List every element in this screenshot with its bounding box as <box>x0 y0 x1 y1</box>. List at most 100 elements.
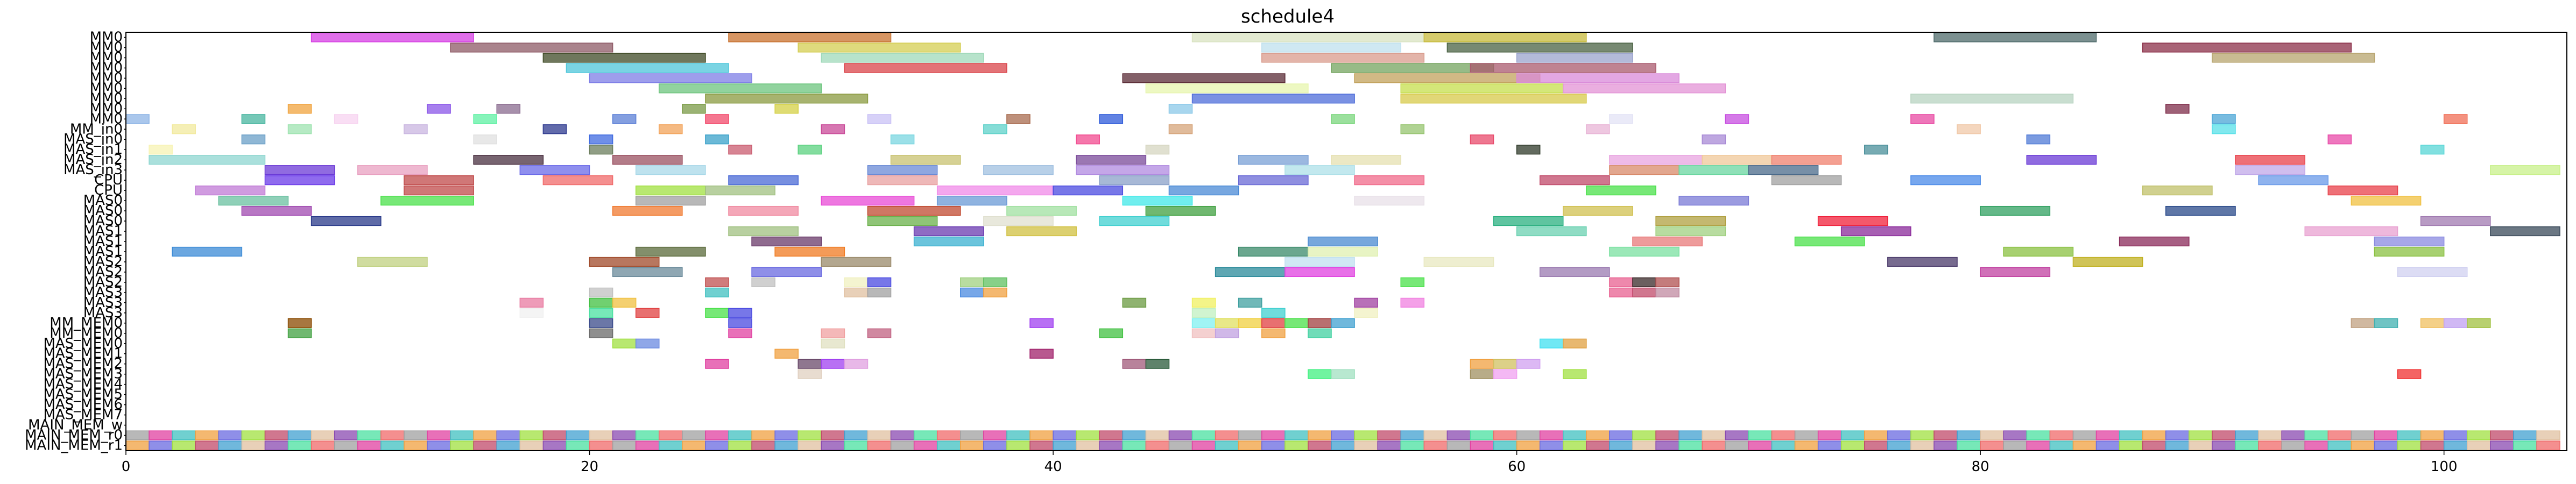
task-bar <box>1285 267 1355 277</box>
memory-access-bar <box>2072 440 2097 451</box>
task-bar <box>2443 114 2468 124</box>
memory-access-bar <box>1285 430 1309 440</box>
memory-access-bar <box>2119 440 2143 451</box>
memory-access-bar <box>682 440 706 451</box>
task-bar <box>983 287 1007 297</box>
y-tick-label: MAS_in0 <box>63 131 123 147</box>
memory-access-bar <box>1840 440 1865 451</box>
memory-access-bar <box>2374 440 2398 451</box>
memory-access-bar <box>1053 430 1077 440</box>
task-bar <box>380 195 474 206</box>
task-bar <box>1470 134 1494 145</box>
task-bar <box>2258 175 2329 186</box>
memory-access-bar <box>2397 430 2422 440</box>
memory-access-bar <box>1678 440 1703 451</box>
memory-access-bar <box>1748 430 1773 440</box>
task-bar <box>705 287 729 297</box>
memory-access-bar <box>2443 440 2468 451</box>
task-bar <box>1099 175 1170 186</box>
task-bar <box>241 205 312 216</box>
task-bar <box>450 42 613 53</box>
task-bar <box>2142 42 2352 53</box>
memory-access-bar <box>218 440 243 451</box>
task-bar <box>589 318 613 328</box>
task-bar <box>1076 134 1100 145</box>
memory-access-bar <box>404 440 428 451</box>
task-bar <box>1354 297 1378 308</box>
memory-access-bar <box>1655 440 1679 451</box>
task-bar <box>2351 195 2422 206</box>
task-bar <box>2212 124 2236 134</box>
memory-access-bar <box>2235 430 2259 440</box>
memory-access-bar <box>913 440 938 451</box>
memory-access-bar <box>1539 440 1564 451</box>
task-bar <box>2443 318 2468 328</box>
task-bar <box>1238 155 1309 165</box>
task-bar <box>1539 338 1564 348</box>
task-bar <box>1655 277 1679 288</box>
task-bar <box>1238 246 1309 257</box>
memory-access-bar <box>2049 430 2074 440</box>
task-bar <box>1122 297 1147 308</box>
memory-access-bar <box>310 440 335 451</box>
task-bar <box>1632 287 1656 297</box>
task-bar <box>1145 205 1216 216</box>
y-tick-label: CPU <box>94 172 123 188</box>
y-tick-label: MAS1 <box>83 244 123 260</box>
task-bar <box>1678 195 1749 206</box>
task-bar <box>125 114 150 124</box>
memory-access-bar <box>2049 440 2074 451</box>
y-tick-label: MM_MEM0 <box>50 315 123 331</box>
memory-access-bar <box>1308 430 1332 440</box>
task-bar <box>797 369 822 379</box>
task-bar <box>2026 134 2051 145</box>
task-bar <box>1493 369 1518 379</box>
memory-access-bar <box>1215 440 1239 451</box>
task-bar <box>1191 94 1355 104</box>
task-bar <box>264 175 335 186</box>
task-bar <box>1122 73 1286 83</box>
memory-access-bar <box>1261 440 1286 451</box>
task-bar <box>867 277 892 288</box>
memory-access-bar <box>404 430 428 440</box>
task-bar <box>1655 287 1679 297</box>
memory-access-bar <box>1632 440 1656 451</box>
y-tick-label: MAS_in2 <box>63 152 123 168</box>
task-bar <box>1470 63 1656 73</box>
task-bar <box>659 124 683 134</box>
task-bar <box>1145 145 1170 155</box>
y-tick-label: MAS2 <box>83 254 123 270</box>
task-bar <box>1331 63 1494 73</box>
memory-access-bar <box>612 440 637 451</box>
task-bar <box>1539 267 1610 277</box>
y-tick-label: MM0 <box>90 49 123 66</box>
task-bar <box>960 287 984 297</box>
memory-access-bar <box>195 440 220 451</box>
memory-access-bar <box>821 430 845 440</box>
memory-access-bar <box>1122 430 1147 440</box>
task-bar <box>2304 226 2398 237</box>
y-tick-label: MAS_MEM3 <box>43 366 123 382</box>
task-bar <box>287 124 312 134</box>
memory-access-bar <box>867 430 892 440</box>
task-bar <box>867 165 938 175</box>
task-bar <box>936 195 1007 206</box>
task-bar <box>705 94 869 104</box>
task-bar <box>566 63 729 73</box>
memory-access-bar <box>867 440 892 451</box>
memory-access-bar <box>1377 440 1401 451</box>
task-bar <box>728 205 799 216</box>
y-tick-label: MAS2 <box>83 274 123 290</box>
y-tick-label: MAS0 <box>83 213 123 229</box>
task-bar <box>2142 186 2213 196</box>
x-tick-label: 100 <box>2431 459 2458 475</box>
memory-access-bar <box>264 430 289 440</box>
memory-access-bar <box>1887 430 1911 440</box>
memory-access-bar <box>149 430 173 440</box>
task-bar <box>1586 124 1610 134</box>
memory-access-bar <box>2351 430 2375 440</box>
memory-access-bar <box>125 430 150 440</box>
memory-access-bar <box>1285 440 1309 451</box>
task-bar <box>1609 287 1633 297</box>
